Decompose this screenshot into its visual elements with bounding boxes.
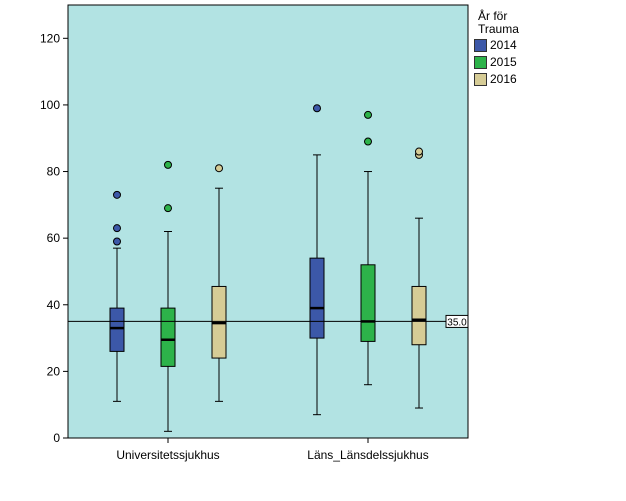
- box-2015-1: [160, 160, 176, 432]
- y-tick-label: 0: [53, 431, 60, 445]
- legend-swatch-2014: [474, 38, 487, 52]
- y-tick-label: 80: [47, 165, 61, 179]
- legend-item-2015: 2015: [474, 54, 594, 70]
- y-tick-label: 100: [40, 98, 60, 112]
- iqr-box: [109, 307, 125, 352]
- box-2014-1: [109, 190, 125, 402]
- outlier-point: [215, 164, 223, 173]
- outlier-point: [113, 190, 121, 199]
- y-axis: 0 20 40 60 80 100 120: [40, 31, 68, 445]
- outlier-point: [164, 204, 172, 213]
- iqr-box: [411, 285, 427, 346]
- outlier-point: [364, 110, 372, 119]
- iqr-box: [309, 257, 325, 339]
- legend-label-2014: 2014: [490, 38, 517, 52]
- outlier-point: [164, 160, 172, 169]
- box-2016-2: [411, 147, 427, 409]
- legend-swatch-2016: [474, 72, 487, 86]
- legend-item-2014: 2014: [474, 37, 594, 53]
- legend-title: År för Trauma: [478, 10, 594, 36]
- iqr-box: [160, 307, 176, 367]
- box-2015-2: [360, 110, 376, 386]
- iqr-box: [360, 264, 376, 342]
- legend-title-line1: År för: [478, 9, 508, 23]
- outlier-point: [113, 224, 121, 233]
- legend-swatch-2015: [474, 55, 487, 69]
- y-tick-label: 20: [47, 364, 61, 378]
- box-2014-2: [309, 104, 325, 416]
- legend-title-line2: Trauma: [478, 22, 519, 36]
- outlier-point: [415, 147, 423, 156]
- outlier-point: [313, 104, 321, 113]
- x-tick-label: Läns_Länsdelssjukhus: [307, 448, 428, 462]
- x-axis: Universitetssjukhus Läns_Länsdelssjukhus: [116, 438, 429, 462]
- plot-area: [68, 5, 468, 438]
- y-tick-label: 120: [40, 31, 60, 45]
- box-2016-1: [211, 164, 227, 402]
- legend-label-2016: 2016: [490, 72, 517, 86]
- outlier-point: [364, 137, 372, 146]
- x-tick-label: Universitetssjukhus: [116, 448, 219, 462]
- reference-line-label: 35.0: [447, 317, 467, 328]
- legend-item-2016: 2016: [474, 71, 594, 87]
- reference-line-group: 35.0: [68, 314, 469, 328]
- plot-border: [67, 4, 469, 439]
- y-tick-label: 40: [47, 298, 61, 312]
- y-tick-label: 60: [47, 231, 61, 245]
- box-groups: [109, 104, 427, 432]
- outlier-point: [113, 237, 121, 246]
- legend-label-2015: 2015: [490, 55, 517, 69]
- legend: År för Trauma 2014 2015 2016: [474, 10, 594, 87]
